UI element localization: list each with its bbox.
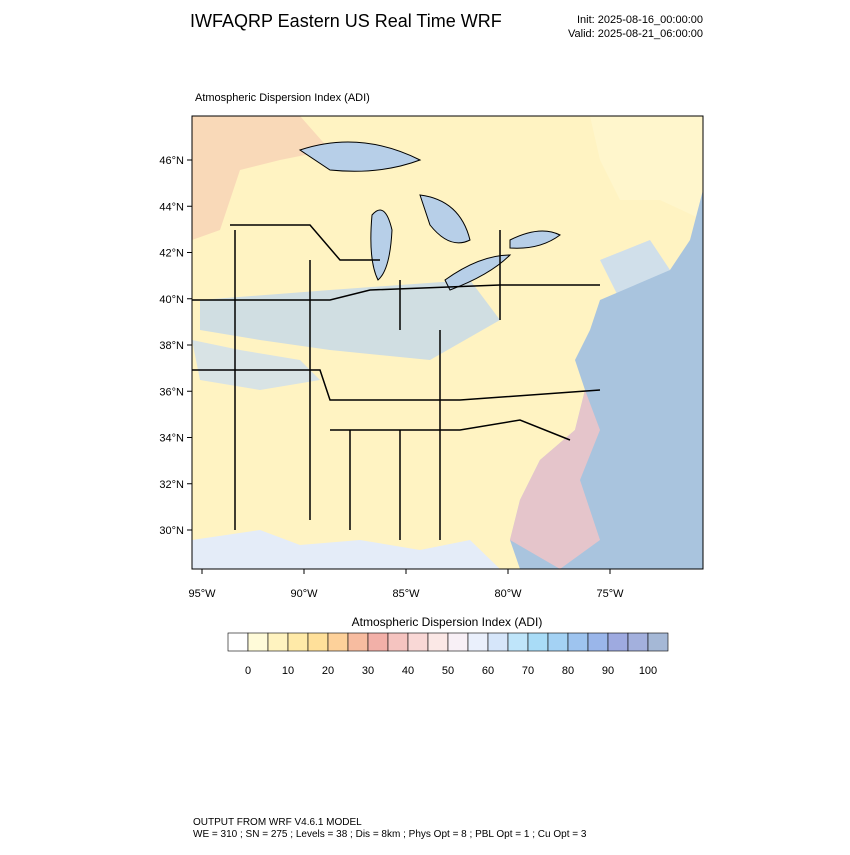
colorbar-box [247,632,269,652]
title: IWFAQRP Eastern US Real Time WRF [190,11,502,31]
colorbar-tick-label: 20 [322,665,334,677]
field-region [510,390,600,569]
lat-label: 46°N [159,155,184,167]
colorbar-box [287,632,309,652]
lat-label: 42°N [159,248,184,260]
footer-line: WE = 310 ; SN = 275 ; Levels = 38 ; Dis … [193,829,587,840]
field-region [192,340,320,390]
colorbar-tick-label: 30 [362,665,374,677]
lake-ontario [509,230,561,249]
colorbar-box [347,632,369,652]
lat-label: 40°N [159,294,184,306]
lon-labels: 95°W 90°W 85°W 80°W 75°W [188,569,624,600]
colorbar-box [467,632,489,652]
lat-label: 32°N [159,479,184,491]
colorbar-box [647,632,669,652]
colorbar-box [367,632,389,652]
colorbar-tick-label: 70 [522,665,534,677]
colorbar: 0 10 20 30 40 50 60 70 80 90 100 [227,632,669,677]
colorbar-tick-label: 50 [442,665,454,677]
lat-label: 30°N [159,525,184,537]
colorbar-box [587,632,609,652]
field-region [600,240,670,300]
lat-labels: 46°N 44°N 42°N 40°N 38°N 36°N 34°N 32°N 30°N [159,155,192,537]
colorbar-box [487,632,509,652]
colorbar-title: Atmospheric Dispersion Index (ADI) [352,615,543,629]
colorbar-tick-label: 10 [282,665,294,677]
footer-line: OUTPUT FROM WRF V4.6.1 MODEL [193,817,362,828]
colorbar-box [627,632,649,652]
lon-label: 85°W [392,588,420,600]
lat-label: 34°N [159,433,184,445]
gulf [192,530,500,569]
colorbar-tick-label: 40 [402,665,414,677]
lat-label: 44°N [159,201,184,213]
colorbar-tick-label: 0 [245,665,251,677]
lon-label: 90°W [290,588,318,600]
colorbar-tick-label: 90 [602,665,614,677]
colorbar-box [327,632,349,652]
colorbar-box [527,632,549,652]
colorbar-box [507,632,529,652]
lon-label: 80°W [494,588,522,600]
map-frame [191,115,704,570]
lon-label: 95°W [188,588,216,600]
lake-superior [298,141,422,172]
colorbar-box [307,632,329,652]
map-subtitle: Atmospheric Dispersion Index (ADI) [195,92,370,104]
lat-label: 38°N [159,340,184,352]
valid-time: Valid: 2025-08-21_06:00:00 [568,28,703,40]
colorbar-box [427,632,449,652]
lat-label: 36°N [159,386,184,398]
colorbar-tick-label: 60 [482,665,494,677]
state-borders [192,224,601,540]
colorbar-box [407,632,429,652]
field-region [590,116,703,220]
colorbar-box [387,632,409,652]
colorbar-tick-label: 100 [639,665,657,677]
colorbar-box [267,632,289,652]
field-region [192,116,330,240]
lake-huron [419,194,471,244]
init-time: Init: 2025-08-16_00:00:00 [577,14,703,26]
lon-label: 75°W [596,588,624,600]
colorbar-box [447,632,469,652]
colorbar-tick-label: 80 [562,665,574,677]
colorbar-box [607,632,629,652]
colorbar-box [567,632,589,652]
lake-michigan [370,209,393,281]
lake-erie [444,254,512,291]
colorbar-box [227,632,249,652]
map: 46°N 44°N 42°N 40°N 38°N 36°N 34°N 32°N 30°N 95°… [159,115,704,600]
colorbar-box [547,632,569,652]
